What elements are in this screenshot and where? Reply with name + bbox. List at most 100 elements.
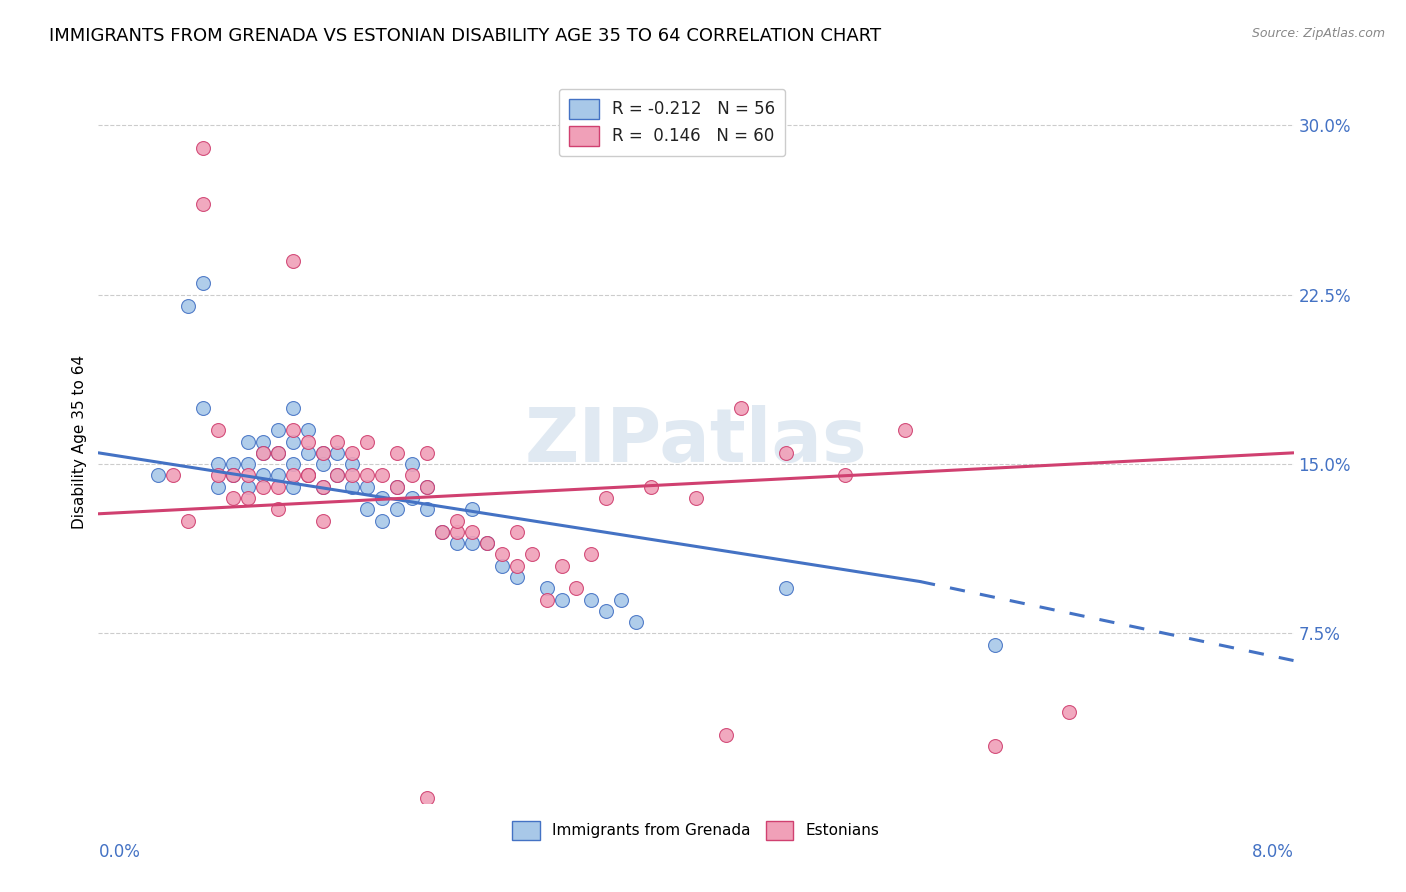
Point (281, 480, 304, 494)
Point (267, 446, 290, 460)
Point (506, 570, 529, 584)
Point (356, 434, 378, 449)
Point (342, 468, 364, 483)
Point (297, 434, 319, 449)
Point (685, 491, 707, 505)
Point (356, 468, 378, 483)
Text: ZIPatlas: ZIPatlas (524, 405, 868, 478)
Text: IMMIGRANTS FROM GRENADA VS ESTONIAN DISABILITY AGE 35 TO 64 CORRELATION CHART: IMMIGRANTS FROM GRENADA VS ESTONIAN DISA… (49, 27, 882, 45)
Point (446, 524, 468, 539)
Point (311, 457, 333, 471)
Point (714, 728, 737, 742)
Point (252, 434, 274, 449)
Point (536, 582, 558, 596)
Point (267, 480, 290, 494)
Point (371, 468, 394, 483)
Point (191, 141, 214, 155)
Point (416, 480, 439, 494)
Point (1059, 706, 1081, 720)
Text: 0.0%: 0.0% (98, 843, 141, 861)
Point (595, 491, 617, 505)
Point (236, 457, 259, 471)
Point (326, 468, 349, 483)
Point (326, 468, 349, 483)
Point (311, 480, 333, 494)
Point (222, 457, 245, 471)
Point (267, 502, 290, 516)
Point (385, 480, 409, 494)
Point (385, 446, 409, 460)
Point (416, 791, 439, 805)
Point (311, 480, 333, 494)
Point (491, 558, 513, 573)
Point (506, 558, 529, 573)
Point (281, 253, 304, 268)
Point (191, 277, 214, 291)
Point (311, 514, 333, 528)
Point (775, 582, 797, 596)
Point (371, 491, 394, 505)
Point (385, 502, 409, 516)
Point (430, 524, 453, 539)
Point (177, 514, 200, 528)
Point (222, 468, 245, 483)
Point (894, 423, 917, 437)
Point (446, 514, 468, 528)
Point (267, 446, 290, 460)
Point (401, 457, 423, 471)
Point (207, 423, 229, 437)
Point (297, 423, 319, 437)
Point (730, 401, 752, 415)
Point (610, 592, 633, 607)
Point (311, 446, 333, 460)
Point (162, 468, 184, 483)
Point (565, 582, 588, 596)
Point (475, 536, 498, 550)
Point (326, 434, 349, 449)
Point (326, 446, 349, 460)
Point (297, 468, 319, 483)
Point (177, 299, 200, 313)
Point (207, 468, 229, 483)
Point (506, 524, 529, 539)
Point (297, 468, 319, 483)
Point (297, 446, 319, 460)
Point (281, 434, 304, 449)
Point (281, 401, 304, 415)
Point (536, 592, 558, 607)
Point (281, 457, 304, 471)
Point (520, 548, 543, 562)
Point (595, 604, 617, 618)
Point (267, 423, 290, 437)
Point (461, 524, 484, 539)
Point (984, 739, 1007, 754)
Text: Source: ZipAtlas.com: Source: ZipAtlas.com (1251, 27, 1385, 40)
Point (281, 468, 304, 483)
Point (207, 480, 229, 494)
Point (416, 502, 439, 516)
Point (281, 423, 304, 437)
Point (461, 536, 484, 550)
Point (191, 197, 214, 211)
Point (252, 480, 274, 494)
Point (550, 592, 572, 607)
Legend: Immigrants from Grenada, Estonians: Immigrants from Grenada, Estonians (506, 815, 886, 846)
Point (236, 468, 259, 483)
Point (416, 480, 439, 494)
Y-axis label: Disability Age 35 to 64: Disability Age 35 to 64 (72, 354, 87, 529)
Point (491, 548, 513, 562)
Point (252, 446, 274, 460)
Point (401, 468, 423, 483)
Point (297, 468, 319, 483)
Point (356, 480, 378, 494)
Point (475, 536, 498, 550)
Point (626, 615, 648, 630)
Point (342, 480, 364, 494)
Point (236, 491, 259, 505)
Point (775, 446, 797, 460)
Point (834, 468, 856, 483)
Point (191, 401, 214, 415)
Point (430, 524, 453, 539)
Point (356, 502, 378, 516)
Point (267, 468, 290, 483)
